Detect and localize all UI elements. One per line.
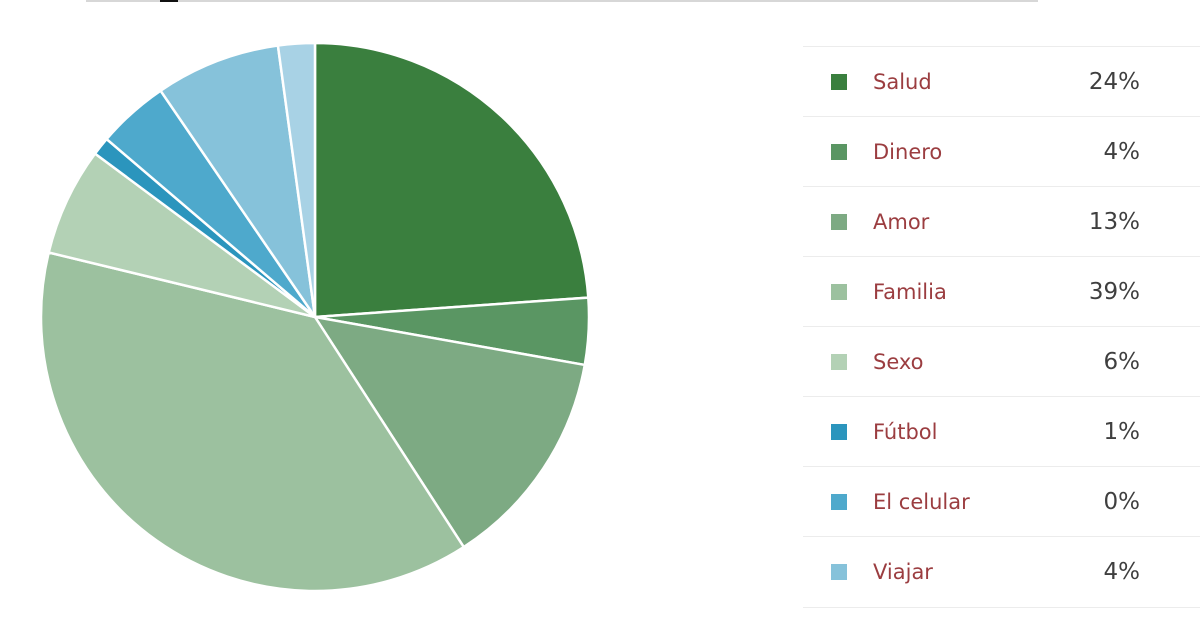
legend-row[interactable]: Sexo 6% xyxy=(803,326,1200,397)
legend-row[interactable]: Amor 13% xyxy=(803,186,1200,257)
legend-swatch xyxy=(831,283,847,300)
legend-swatch xyxy=(831,423,847,440)
legend-swatch xyxy=(831,213,847,230)
legend-label[interactable]: Amor xyxy=(873,209,930,234)
legend-value: 39% xyxy=(1088,278,1140,305)
legend-value: 4% xyxy=(1103,558,1141,585)
legend-swatch-cell xyxy=(803,537,869,607)
legend-value: 0% xyxy=(1103,488,1141,515)
legend-value: 1% xyxy=(1103,418,1141,445)
pie-chart xyxy=(0,0,600,630)
legend-value: 4% xyxy=(1103,138,1141,165)
legend-swatch-cell xyxy=(803,47,869,117)
pie-svg xyxy=(39,41,591,593)
legend-value: 6% xyxy=(1103,348,1141,375)
legend-label[interactable]: Familia xyxy=(873,279,947,304)
legend-row[interactable]: El celular 0% xyxy=(803,466,1200,537)
legend-table: Salud 24% Dinero 4% Amor 13% Familia 39% Sexo 6% F… xyxy=(803,46,1200,607)
pie-slice-salud[interactable] xyxy=(313,41,590,319)
legend-swatch-cell xyxy=(803,117,869,187)
chart-title-cutoff xyxy=(0,0,1200,8)
legend-swatch xyxy=(831,563,847,580)
legend-row[interactable]: Salud 24% xyxy=(803,46,1200,117)
title-remnant-glyphs xyxy=(86,0,1038,2)
pie-slice-unlabeled-8[interactable] xyxy=(276,41,317,318)
legend-label[interactable]: El celular xyxy=(873,489,970,514)
pie-slice-viajar[interactable] xyxy=(158,44,317,318)
legend-swatch-cell xyxy=(803,257,869,327)
legend-swatch xyxy=(831,493,847,510)
legend-label[interactable]: Sexo xyxy=(873,349,924,374)
pie-slice-amor[interactable] xyxy=(312,315,587,549)
legend-swatch-cell xyxy=(803,327,869,397)
legend-value: 24% xyxy=(1088,68,1140,95)
legend-label[interactable]: Viajar xyxy=(873,559,933,584)
legend-swatch xyxy=(831,73,847,90)
legend-label[interactable]: Fútbol xyxy=(873,419,938,444)
pie-slice-familia[interactable] xyxy=(39,250,466,593)
legend-label[interactable]: Dinero xyxy=(873,139,943,164)
legend-row[interactable]: Viajar 4% xyxy=(803,536,1200,607)
legend-row[interactable]: Dinero 4% xyxy=(803,116,1200,187)
legend-row[interactable]: Fútbol 1% xyxy=(803,396,1200,467)
legend-row-cutoff xyxy=(803,607,1200,631)
legend-value: 13% xyxy=(1088,208,1140,235)
pie-slices xyxy=(39,41,591,593)
legend-row[interactable]: Familia 39% xyxy=(803,256,1200,327)
legend-swatch-cell xyxy=(803,467,869,537)
legend-swatch-cell xyxy=(803,187,869,257)
legend-swatch xyxy=(831,143,847,160)
legend-label[interactable]: Salud xyxy=(873,69,932,94)
legend-swatch-cell xyxy=(803,397,869,467)
legend-swatch xyxy=(831,353,847,370)
